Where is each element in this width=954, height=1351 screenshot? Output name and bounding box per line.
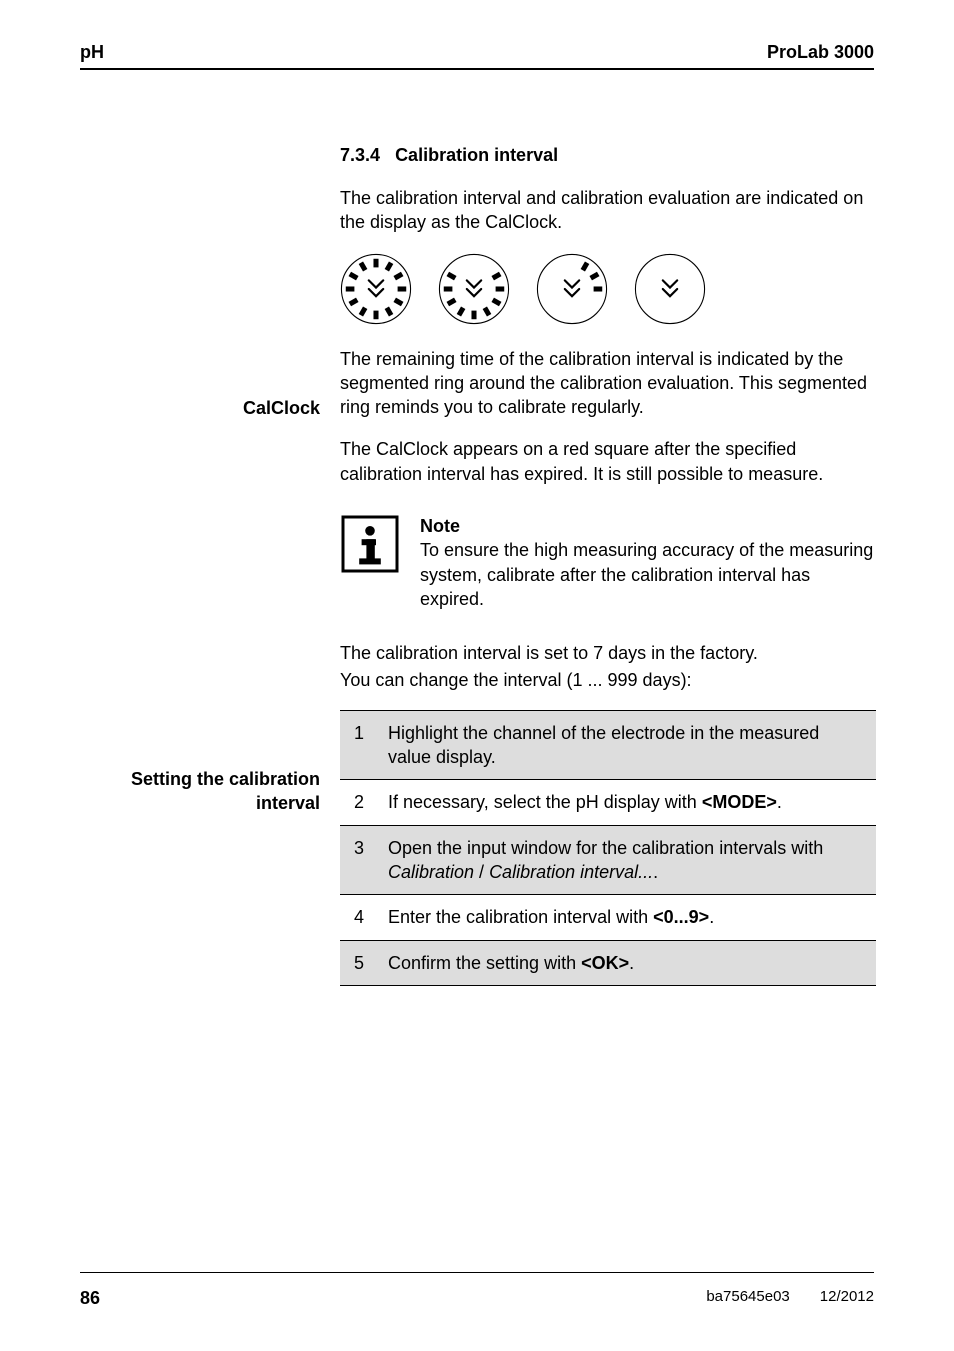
step-text: Enter the calibration interval with <0..… [378,895,876,940]
note-body: To ensure the high measuring accuracy of… [420,540,873,609]
step-number: 1 [340,710,378,780]
footer-page-number: 86 [80,1288,100,1309]
section-number: 7.3.4 [340,145,380,165]
step-number: 3 [340,825,378,895]
step-text: Open the input window for the calibratio… [378,825,876,895]
setting-paragraph-line1: The calibration interval is set to 7 day… [340,641,874,665]
footer-right: ba75645e03 12/2012 [706,1288,874,1309]
note-text: Note To ensure the high measuring accura… [420,514,874,611]
section-title: Calibration interval [395,145,558,165]
calclock-icons-row [340,253,874,325]
page-header: pH ProLab 3000 [80,42,874,63]
note-block: Note To ensure the high measuring accura… [340,514,874,611]
calclock-paragraph-2: The CalClock appears on a red square aft… [340,437,874,486]
calclock-paragraph-1: The remaining time of the calibration in… [340,347,874,420]
footer-doc-id: ba75645e03 [706,1288,789,1309]
table-row: 4 Enter the calibration interval with <0… [340,895,876,940]
step-number: 4 [340,895,378,940]
calclock-full-icon [340,253,412,325]
step-text: If necessary, select the pH display with… [378,780,876,825]
footer-date: 12/2012 [820,1288,874,1309]
calclock-empty-icon [634,253,706,325]
note-heading: Note [420,514,874,538]
table-row: 1 Highlight the channel of the electrode… [340,710,876,780]
setting-side-label: Setting the calibration interval [80,767,320,816]
step-number: 2 [340,780,378,825]
header-left: pH [80,42,104,63]
calclock-threequarter-icon [438,253,510,325]
table-row: 5 Confirm the setting with <OK>. [340,940,876,985]
footer-rule [80,1272,874,1273]
header-rule [80,68,874,70]
header-right: ProLab 3000 [767,42,874,63]
intro-paragraph: The calibration interval and calibration… [340,186,874,235]
step-text: Highlight the channel of the electrode i… [378,710,876,780]
step-text: Confirm the setting with <OK>. [378,940,876,985]
section-heading: 7.3.4 Calibration interval [340,145,874,166]
setting-paragraph-line2: You can change the interval (1 ... 999 d… [340,668,874,692]
calclock-quarter-icon [536,253,608,325]
table-row: 2 If necessary, select the pH display wi… [340,780,876,825]
step-number: 5 [340,940,378,985]
steps-table: 1 Highlight the channel of the electrode… [340,710,876,986]
page-footer: 86 ba75645e03 12/2012 [80,1288,874,1309]
info-icon [340,514,400,579]
calclock-side-label: CalClock [80,398,320,419]
table-row: 3 Open the input window for the calibrat… [340,825,876,895]
